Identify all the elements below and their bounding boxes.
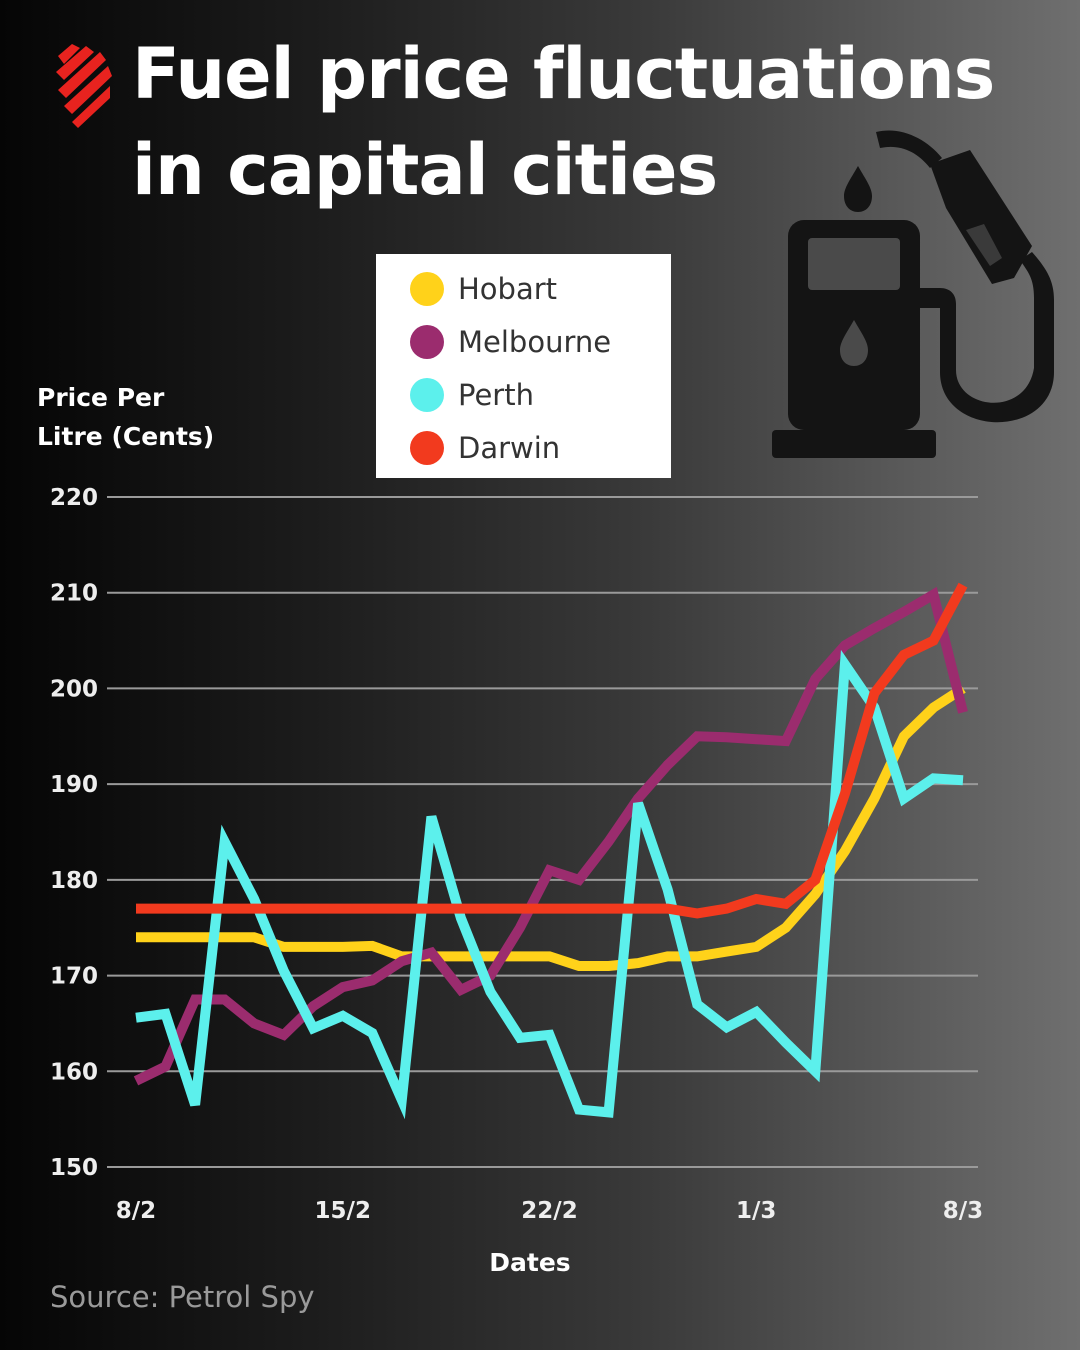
series-line-darwin — [136, 582, 968, 919]
y-axis-label-line-1: Price Per — [37, 383, 165, 412]
legend-item-darwin: Darwin — [410, 421, 671, 474]
y-tick-label: 220 — [50, 485, 98, 511]
y-tick-label: 160 — [50, 1059, 98, 1085]
y-tick-label: 150 — [50, 1155, 98, 1181]
series-line-melbourne — [133, 586, 968, 1086]
title-line-1: Fuel price fluctuations — [132, 33, 995, 115]
legend-swatch-melbourne — [410, 324, 444, 359]
legend-label: Melbourne — [458, 324, 612, 359]
x-tick-label: 15/2 — [315, 1198, 371, 1224]
source-note: Source: Petrol Spy — [50, 1280, 315, 1314]
chart-legend: Hobart Melbourne Perth Darwin — [376, 254, 671, 478]
x-tick-label: 1/3 — [736, 1198, 776, 1224]
x-tick-label: 8/3 — [943, 1198, 983, 1224]
series-line-perth — [135, 649, 964, 1120]
legend-item-perth: Perth — [410, 368, 671, 421]
legend-label: Hobart — [458, 271, 558, 306]
legend-item-hobart: Hobart — [410, 262, 671, 315]
legend-swatch-darwin — [410, 430, 444, 465]
x-tick-label: 22/2 — [521, 1198, 577, 1224]
x-tick-label: 8/2 — [116, 1198, 156, 1224]
y-tick-label: 170 — [50, 964, 98, 990]
y-tick-label: 190 — [50, 772, 98, 798]
legend-label: Darwin — [458, 430, 561, 465]
y-tick-label: 210 — [50, 581, 98, 607]
legend-swatch-perth — [410, 377, 444, 412]
legend-swatch-hobart — [410, 271, 444, 306]
y-axis-label-line-2: Litre (Cents) — [37, 422, 215, 451]
x-axis-label: Dates — [489, 1248, 570, 1277]
legend-item-melbourne: Melbourne — [410, 315, 671, 368]
fuel-pump-icon — [772, 130, 1054, 458]
legend-label: Perth — [458, 377, 534, 412]
y-axis-label: Price Per Litre (Cents) — [37, 378, 214, 456]
y-tick-label: 180 — [50, 868, 98, 894]
page-title: Fuel price fluctuations in capital citie… — [132, 26, 995, 218]
y-tick-label: 200 — [50, 676, 98, 702]
title-line-2: in capital cities — [132, 129, 718, 211]
sbs-logo — [56, 44, 112, 128]
